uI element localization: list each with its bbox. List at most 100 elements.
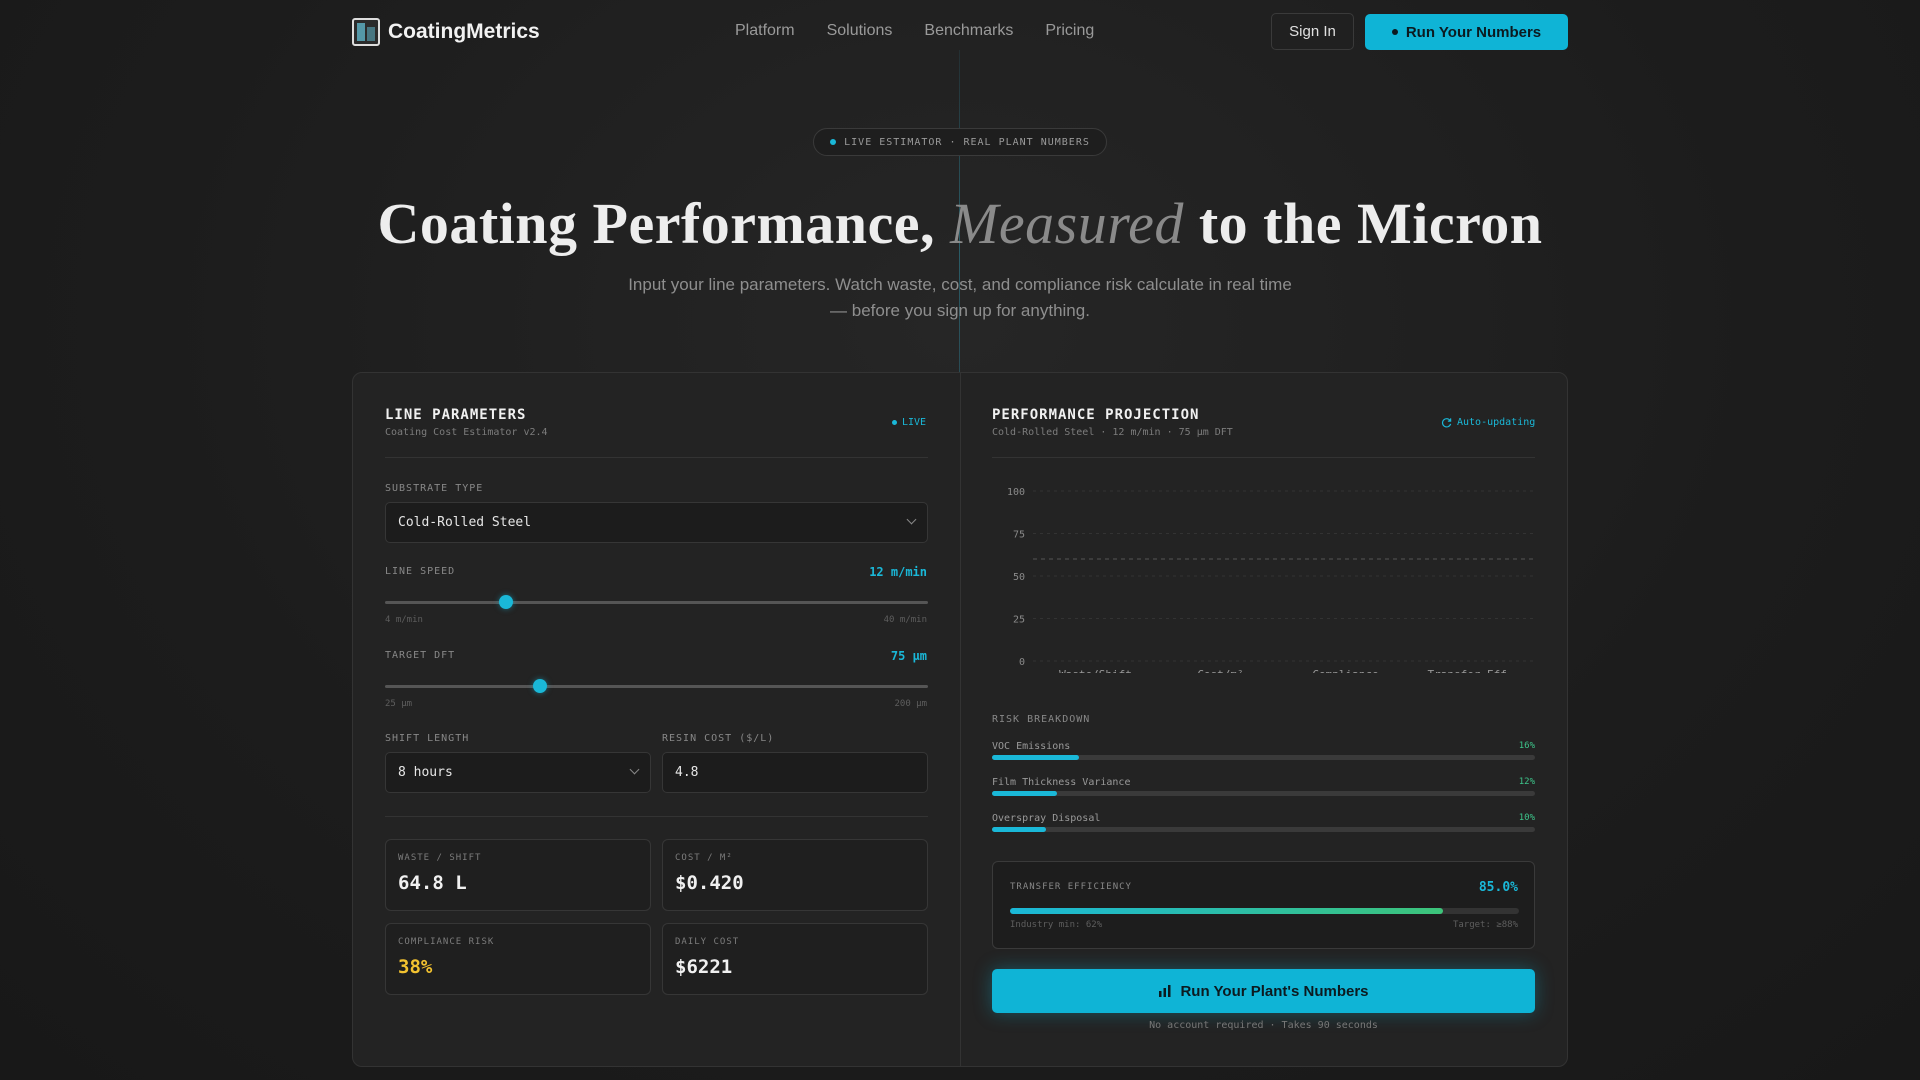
risk-progress-fill <box>992 791 1058 796</box>
risk-label: Overspray Disposal <box>992 813 1101 824</box>
hero-pill: LIVE ESTIMATOR · REAL PLANT NUMBERS <box>813 128 1107 156</box>
metric-daily-label: DAILY COST <box>675 937 740 947</box>
run-numbers-label: Run Your Numbers <box>1405 23 1542 41</box>
projection-subtitle: Cold-Rolled Steel · 12 m/min · 75 µm DFT <box>992 427 1233 438</box>
risk-breakdown-title: RISK BREAKDOWN <box>992 714 1091 725</box>
nav-link-benchmarks[interactable]: Benchmarks <box>924 22 1014 39</box>
risk-progress-track <box>992 827 1535 832</box>
metric-waste-label: WASTE / SHIFT <box>398 853 482 863</box>
te-value: 85.0% <box>1478 880 1518 895</box>
chart-category-label: Transfer Eff. <box>1427 668 1513 673</box>
run-numbers-button[interactable]: Run Your Numbers <box>1365 14 1568 50</box>
risk-progress-fill <box>992 755 1079 760</box>
te-target: Target: ≥88% <box>1452 920 1518 930</box>
divider <box>992 457 1535 458</box>
live-badge: LIVE <box>892 417 926 428</box>
chart-category-label: Cost/m² <box>1197 668 1243 673</box>
risk-value: 12% <box>1518 777 1535 787</box>
risk-progress-track <box>992 755 1535 760</box>
metric-cost: COST / M² $0.420 <box>662 839 928 911</box>
target-dft-max: 200 µm <box>894 699 927 709</box>
line-speed-value: 12 m/min <box>869 565 927 579</box>
params-title: LINE PARAMETERS <box>385 407 527 423</box>
hero-title-pre: Coating Performance, <box>377 191 936 256</box>
projection-title: PERFORMANCE PROJECTION <box>992 407 1200 423</box>
params-subtitle: Coating Cost Estimator v2.4 <box>385 427 548 438</box>
te-label: TRANSFER EFFICIENCY <box>1010 882 1132 892</box>
refresh-icon <box>1441 418 1452 428</box>
risk-label: VOC Emissions <box>992 741 1071 752</box>
metric-cost-value: $0.420 <box>675 872 744 894</box>
estimator-card: LINE PARAMETERS Coating Cost Estimator v… <box>352 372 1568 1067</box>
chevron-down-icon <box>629 764 640 775</box>
shift-length-label: SHIFT LENGTH <box>385 733 470 744</box>
metric-compliance-label: COMPLIANCE RISK <box>398 937 495 947</box>
top-nav: CoatingMetrics Platform Solutions Benchm… <box>0 0 1920 64</box>
metric-compliance-value: 38% <box>398 956 433 978</box>
te-progress-track <box>1010 908 1519 914</box>
metric-daily-cost: DAILY COST $6221 <box>662 923 928 995</box>
sign-in-button[interactable]: Sign In <box>1271 13 1354 50</box>
resin-cost-input[interactable]: 4.8 <box>662 752 928 793</box>
chart-y-tick-label: 100 <box>1007 487 1025 498</box>
nav-link-pricing[interactable]: Pricing <box>1045 22 1095 39</box>
te-industry-min: Industry min: 62% <box>1010 920 1103 930</box>
substrate-label: SUBSTRATE TYPE <box>385 483 484 494</box>
risk-value: 16% <box>1518 741 1535 751</box>
chart-category-label: Waste/Shift <box>1059 668 1132 673</box>
brand-logo[interactable]: CoatingMetrics <box>352 18 540 46</box>
line-speed-slider-thumb[interactable] <box>498 595 513 609</box>
shift-length-select[interactable]: 8 hours <box>385 752 651 793</box>
risk-progress-track <box>992 791 1535 796</box>
line-speed-max: 40 m/min <box>883 615 927 625</box>
substrate-value: Cold-Rolled Steel <box>398 515 532 530</box>
chart-y-tick-label: 75 <box>1013 530 1025 541</box>
nav-link-solutions[interactable]: Solutions <box>826 22 893 39</box>
performance-chart: 0 25 50 75 100 Waste/Shift Cost/m² Compliance Tr… <box>1007 487 1533 673</box>
hero-title-em: Measured <box>950 191 1184 256</box>
divider <box>385 816 928 817</box>
run-plant-numbers-button[interactable]: Run Your Plant's Numbers <box>992 969 1535 1013</box>
target-dft-slider-thumb[interactable] <box>533 679 548 693</box>
auto-updating-label: Auto-updating <box>1457 417 1536 428</box>
target-dft-slider-track[interactable] <box>385 685 928 688</box>
target-dft-min: 25 µm <box>385 699 413 709</box>
risk-progress-fill <box>992 827 1047 832</box>
metric-daily-value: $6221 <box>675 956 733 978</box>
target-dft-value: 75 µm <box>890 649 927 663</box>
hero-subtitle: Input your line parameters. Watch waste,… <box>628 275 1292 320</box>
chart-y-tick-label: 25 <box>1013 615 1025 626</box>
chart-category-label: Compliance <box>1312 668 1378 673</box>
target-dft-label: TARGET DFT <box>385 650 456 661</box>
nav-link-platform[interactable]: Platform <box>735 22 795 39</box>
hero-pill-text: LIVE ESTIMATOR · REAL PLANT NUMBERS <box>844 136 1090 148</box>
nav-links: Platform Solutions Benchmarks Pricing <box>735 22 1094 40</box>
shift-length-value: 8 hours <box>398 765 453 780</box>
te-progress-fill <box>1010 908 1443 914</box>
logo-icon <box>352 18 380 46</box>
cta-note: No account required · Takes 90 seconds <box>1149 1020 1378 1031</box>
line-speed-label: LINE SPEED <box>385 566 456 577</box>
live-dot-icon <box>892 420 897 425</box>
line-speed-slider-track[interactable] <box>385 601 928 604</box>
risk-value: 10% <box>1518 813 1535 823</box>
card-divider <box>960 373 961 1066</box>
metric-waste: WASTE / SHIFT 64.8 L <box>385 839 651 911</box>
metric-compliance: COMPLIANCE RISK 38% <box>385 923 651 995</box>
chart-y-tick-label: 50 <box>1013 572 1025 583</box>
transfer-efficiency-box: TRANSFER EFFICIENCY 85.0% Industry min: … <box>992 861 1535 949</box>
vertical-guide-line <box>959 50 960 372</box>
divider <box>385 457 928 458</box>
line-speed-min: 4 m/min <box>385 615 423 625</box>
bar-chart-icon <box>1159 985 1171 997</box>
substrate-select[interactable]: Cold-Rolled Steel <box>385 502 928 543</box>
live-dot-icon <box>830 139 837 145</box>
run-plant-numbers-label: Run Your Plant's Numbers <box>1180 982 1369 1000</box>
dot-icon <box>1391 29 1398 35</box>
hero-title: Coating Performance, Measured to the Mic… <box>0 190 1920 257</box>
live-label: LIVE <box>902 417 927 428</box>
resin-cost-label: RESIN COST ($/L) <box>662 733 775 744</box>
brand-name: CoatingMetrics <box>388 20 540 43</box>
auto-updating-badge: Auto-updating <box>1441 417 1535 428</box>
metric-waste-value: 64.8 L <box>398 872 467 894</box>
